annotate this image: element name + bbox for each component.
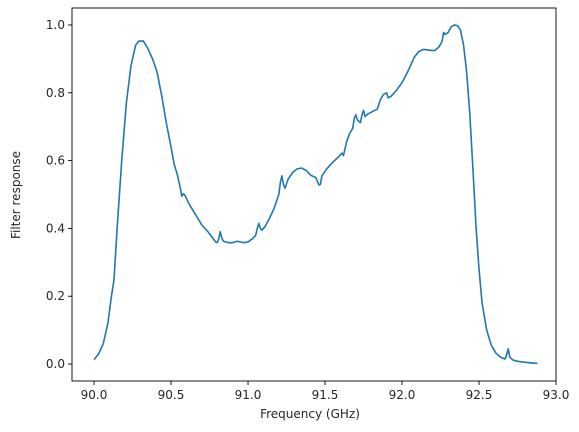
x-tick-label: 93.0 (543, 388, 570, 402)
y-tick-label: 0.8 (46, 86, 65, 100)
x-tick-label: 90.5 (158, 388, 185, 402)
x-tick-label: 91.0 (235, 388, 262, 402)
y-tick-label: 0.0 (46, 357, 65, 371)
series-line-0 (93, 24, 538, 365)
x-tick-label: 92.5 (466, 388, 493, 402)
plot-area (71, 7, 557, 382)
y-tick-label: 0.2 (46, 289, 65, 303)
x-axis-label: Frequency (GHz) (260, 407, 360, 421)
x-axis: 90.0 90.5 91.0 91.5 92.0 92.5 93.0 (81, 381, 570, 402)
y-tick-label: 0.4 (46, 221, 65, 235)
x-tick-label: 91.5 (312, 388, 339, 402)
y-tick-label: 0.6 (46, 154, 65, 168)
x-tick-label: 92.0 (389, 388, 416, 402)
x-tick-label: 90.0 (81, 388, 108, 402)
y-axis: 0.0 0.2 0.4 0.6 0.8 1.0 (46, 18, 72, 371)
y-tick-label: 1.0 (46, 18, 65, 32)
y-axis-label: Filter response (9, 151, 23, 239)
plot-frame (71, 7, 557, 382)
